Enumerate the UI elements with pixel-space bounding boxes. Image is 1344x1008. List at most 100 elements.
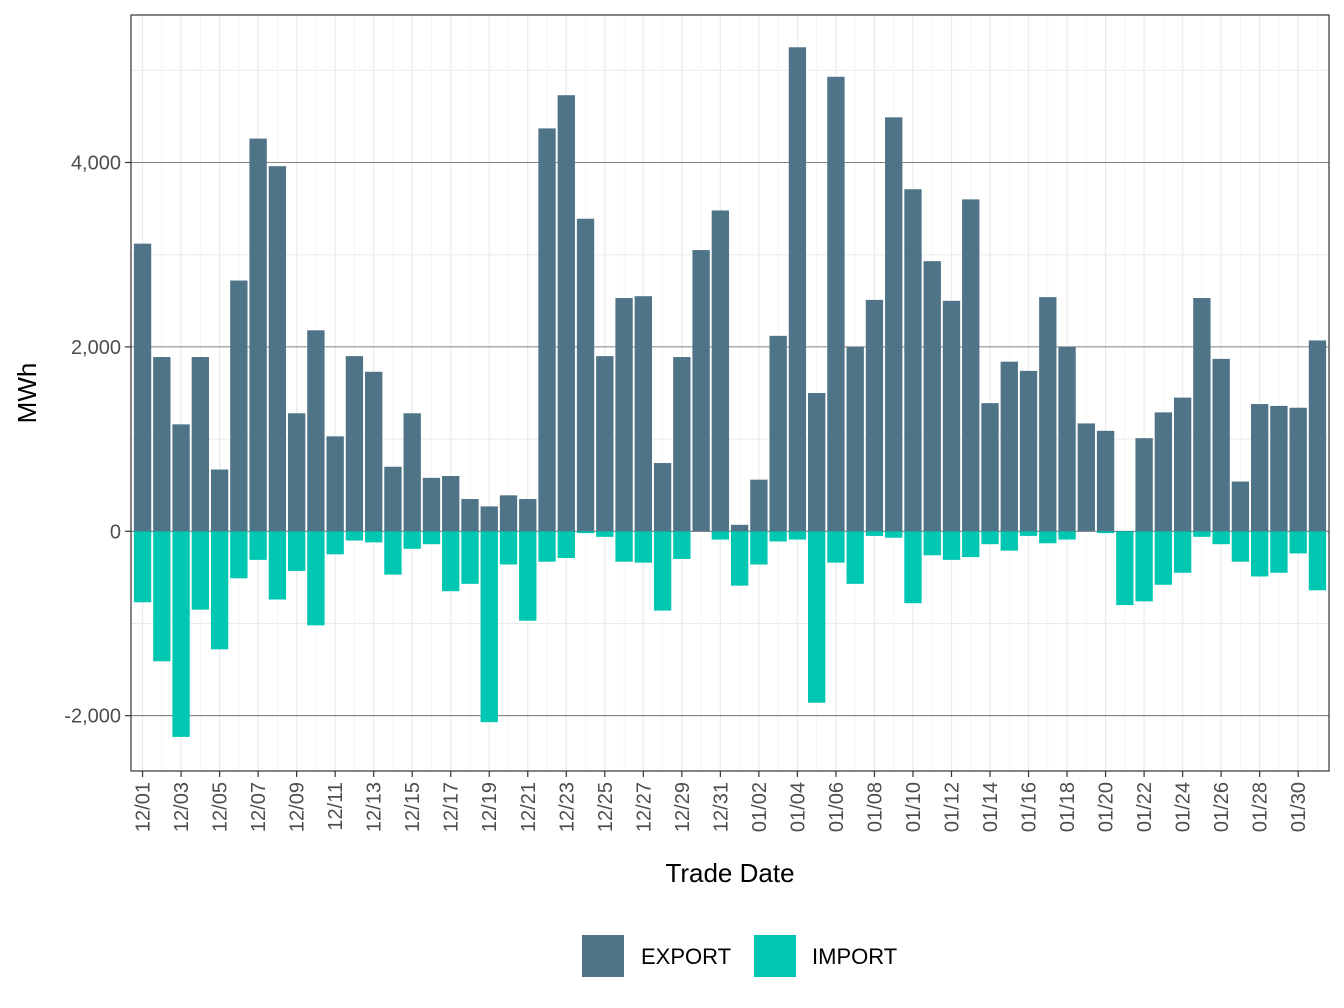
bar-import-01-08	[865, 531, 884, 536]
bar-import-01-31	[1308, 531, 1327, 591]
bar-import-12-11	[326, 531, 344, 555]
y-tick-label: 0	[110, 521, 121, 543]
x-tick-label: 12/21	[518, 782, 540, 832]
bar-import-12-23	[557, 531, 575, 559]
bar-import-12-12	[345, 531, 364, 541]
x-tick-label: 12/01	[133, 782, 155, 832]
bar-import-12-10	[307, 531, 325, 626]
legend-key-export	[582, 935, 624, 977]
bar-export-12-31	[711, 210, 730, 532]
y-tick-label: 4,000	[71, 153, 121, 175]
bar-export-12-30	[692, 250, 710, 532]
bar-export-01-26	[1212, 358, 1230, 532]
y-axis-title: MWh	[12, 363, 42, 424]
x-tick-label: 12/27	[633, 782, 655, 832]
bar-export-12-24	[576, 218, 595, 532]
bar-export-01-15	[1000, 361, 1018, 532]
bar-import-12-06	[230, 531, 248, 579]
bar-import-01-25	[1193, 531, 1211, 537]
bar-import-12-07	[249, 531, 267, 560]
bar-export-12-19	[480, 506, 498, 532]
bar-import-01-11	[923, 531, 941, 556]
x-tick-label: 01/14	[980, 782, 1002, 832]
x-tick-label: 01/28	[1250, 782, 1272, 832]
x-tick-label: 12/11	[325, 782, 347, 831]
bar-export-12-10	[307, 330, 325, 532]
x-tick-label: 12/05	[210, 782, 232, 832]
x-tick-label: 01/12	[941, 782, 963, 832]
x-tick-label: 01/04	[787, 782, 809, 832]
bar-import-01-30	[1289, 531, 1307, 554]
bar-import-01-14	[981, 531, 999, 545]
bar-export-01-01	[730, 524, 749, 532]
bar-export-12-23	[557, 95, 575, 532]
bar-export-01-22	[1135, 438, 1153, 532]
bar-export-12-01	[133, 243, 152, 532]
y-axis: -2,000 0 2,000 4,000	[64, 153, 131, 728]
x-tick-label: 01/20	[1096, 782, 1118, 832]
legend-key-import	[754, 935, 796, 977]
bar-export-01-27	[1231, 481, 1250, 532]
bar-import-01-23	[1154, 531, 1173, 585]
x-tick-label: 01/18	[1057, 782, 1079, 832]
bar-import-01-24	[1173, 531, 1192, 573]
bar-export-12-18	[461, 499, 479, 532]
bar-export-12-14	[384, 466, 402, 532]
legend-label-export: EXPORT	[641, 944, 731, 969]
bar-export-01-24	[1173, 397, 1192, 532]
bar-export-12-12	[345, 356, 364, 532]
bar-export-01-09	[885, 117, 903, 532]
legend-label-import: IMPORT	[812, 944, 897, 969]
bar-export-12-11	[326, 436, 344, 532]
bar-import-12-31	[711, 531, 730, 540]
bar-export-12-13	[365, 371, 383, 532]
x-tick-label: 12/23	[556, 782, 578, 832]
bar-import-01-04	[788, 531, 807, 540]
bar-import-12-24	[576, 531, 595, 534]
bar-import-12-27	[634, 531, 652, 563]
bar-import-01-16	[1019, 531, 1038, 536]
legend: EXPORT IMPORT	[582, 935, 897, 977]
bar-export-01-29	[1270, 405, 1288, 532]
bar-import-12-05	[210, 531, 229, 650]
plot-panel-border	[130, 14, 1330, 772]
bar-import-12-16	[422, 531, 441, 545]
x-tick-label: 01/24	[1173, 782, 1195, 832]
x-tick-label: 01/30	[1288, 782, 1310, 832]
x-tick-label: 12/07	[248, 782, 270, 832]
x-tick-label: 01/22	[1134, 782, 1156, 832]
bar-import-12-02	[153, 531, 171, 662]
bar-export-12-09	[287, 413, 306, 532]
x-tick-label: 01/08	[864, 782, 886, 832]
bar-import-01-06	[827, 531, 845, 563]
bar-export-01-11	[923, 261, 941, 532]
bar-export-01-25	[1193, 298, 1211, 532]
bar-export-12-07	[249, 138, 267, 532]
bar-import-12-21	[519, 531, 537, 621]
bar-import-01-20	[1096, 531, 1115, 534]
x-axis: 12/01 12/03 12/05 12/07 12/09 12/11 12/13 12/15…	[133, 771, 1310, 832]
bar-import-01-03	[769, 531, 787, 542]
bar-export-01-06	[827, 76, 845, 532]
bar-import-01-29	[1270, 531, 1288, 573]
bar-export-01-14	[981, 403, 999, 532]
bar-export-12-21	[519, 499, 537, 532]
bar-export-01-03	[769, 335, 787, 532]
bar-export-12-08	[268, 166, 287, 532]
bar-import-01-02	[750, 531, 768, 565]
y-tick-label: 2,000	[71, 337, 121, 359]
x-tick-label: 12/29	[672, 782, 694, 832]
bar-import-12-25	[596, 531, 614, 537]
bar-import-12-22	[538, 531, 556, 562]
bar-import-01-18	[1058, 531, 1076, 540]
bar-import-01-26	[1212, 531, 1230, 545]
y-tick-label: -2,000	[64, 706, 121, 728]
x-tick-label: 01/10	[903, 782, 925, 832]
bar-export-01-17	[1039, 297, 1057, 532]
bar-import-01-27	[1231, 531, 1250, 562]
x-tick-label: 12/13	[364, 782, 386, 832]
bar-export-01-16	[1019, 370, 1038, 532]
bar-export-01-08	[865, 299, 884, 532]
x-tick-label: 12/09	[287, 782, 309, 832]
